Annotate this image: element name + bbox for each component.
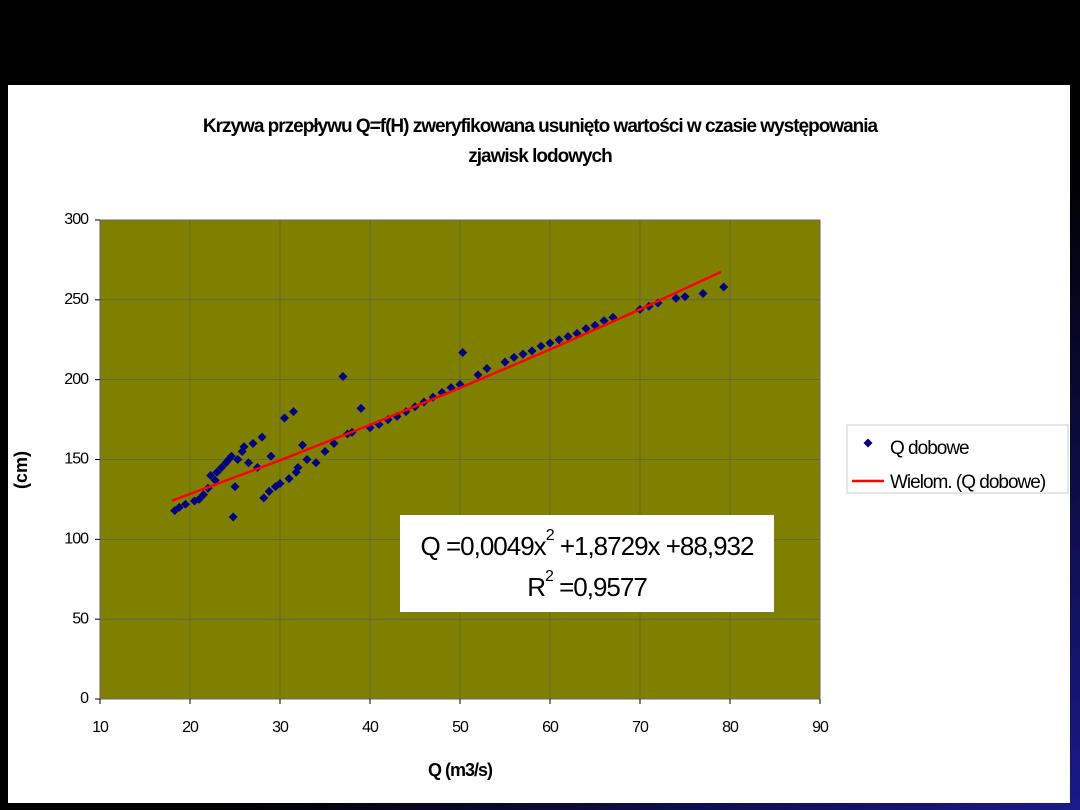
x-tick-label: 90 xyxy=(812,719,829,736)
chart-title: Krzywa przepływu Q=f(H) zweryfikowana us… xyxy=(203,116,879,137)
point xyxy=(536,341,546,351)
point xyxy=(680,292,690,302)
point xyxy=(500,357,510,367)
x-tick-label: 10 xyxy=(92,719,109,736)
point xyxy=(257,432,267,442)
y-tick-label: 0 xyxy=(80,690,89,707)
chart-title: zjawisk lodowych xyxy=(468,146,612,167)
legend-marker xyxy=(863,438,873,448)
y-tick-label: 50 xyxy=(72,610,89,627)
point xyxy=(356,403,366,413)
legend-label: Wielom. (Q dobowe) xyxy=(890,472,1046,493)
point xyxy=(338,371,348,381)
point xyxy=(293,462,303,472)
point xyxy=(473,370,483,380)
x-tick-label: 60 xyxy=(542,719,559,736)
y-tick-label: 250 xyxy=(64,291,89,308)
x-tick-label: 30 xyxy=(272,719,289,736)
point xyxy=(284,474,294,484)
annotation: R2 =0,9577 xyxy=(527,568,647,602)
trend-line xyxy=(171,270,722,502)
point xyxy=(509,352,519,362)
point xyxy=(280,413,289,423)
point xyxy=(563,332,573,342)
point xyxy=(259,493,269,503)
point xyxy=(527,346,537,356)
annotation-text: +1,8729x +88,932 xyxy=(554,531,754,561)
point xyxy=(302,455,312,464)
point xyxy=(233,455,243,464)
point xyxy=(671,293,681,303)
point xyxy=(226,451,236,461)
point xyxy=(181,499,190,509)
legend-label: Q dobowe xyxy=(890,438,969,459)
point xyxy=(248,439,258,449)
annotation-box xyxy=(400,515,774,612)
x-tick-label: 50 xyxy=(452,719,469,736)
annotation-text: R xyxy=(527,572,545,602)
annotation-text: Q =0,0049x xyxy=(421,531,547,561)
point xyxy=(545,338,555,348)
point xyxy=(230,482,240,492)
y-axis-label: (cm) xyxy=(11,451,31,489)
y-tick-label: 300 xyxy=(64,211,89,228)
y-tick-label: 100 xyxy=(64,531,89,548)
point xyxy=(311,458,321,468)
point xyxy=(266,451,276,461)
point xyxy=(554,335,564,345)
annotation-text: 2 xyxy=(546,527,555,544)
point xyxy=(239,442,249,452)
x-axis-label: Q (m3/s) xyxy=(428,760,493,780)
point xyxy=(212,467,222,477)
point xyxy=(228,512,238,522)
point xyxy=(581,324,591,334)
point xyxy=(244,458,253,468)
point xyxy=(206,470,216,480)
point xyxy=(174,502,184,512)
point xyxy=(217,462,226,472)
annotation-text: 2 xyxy=(545,568,554,585)
point xyxy=(298,440,307,450)
annotation-text: =0,9577 xyxy=(553,572,647,602)
point xyxy=(599,316,609,326)
point xyxy=(289,407,298,417)
y-tick-label: 150 xyxy=(64,451,89,468)
point xyxy=(199,490,208,500)
x-tick-label: 20 xyxy=(182,719,199,736)
point xyxy=(194,494,204,504)
point xyxy=(458,348,468,358)
point xyxy=(482,363,492,373)
point xyxy=(329,439,339,449)
y-tick-label: 200 xyxy=(64,371,89,388)
point xyxy=(698,288,708,298)
x-tick-label: 70 xyxy=(632,719,649,736)
point xyxy=(518,349,528,359)
point xyxy=(719,282,729,292)
x-tick-label: 80 xyxy=(722,719,739,736)
point xyxy=(275,478,285,488)
annotation: Q =0,0049x2 +1,8729x +88,932 xyxy=(421,527,754,561)
x-tick-label: 40 xyxy=(362,719,379,736)
point xyxy=(320,447,330,457)
point xyxy=(264,486,274,496)
